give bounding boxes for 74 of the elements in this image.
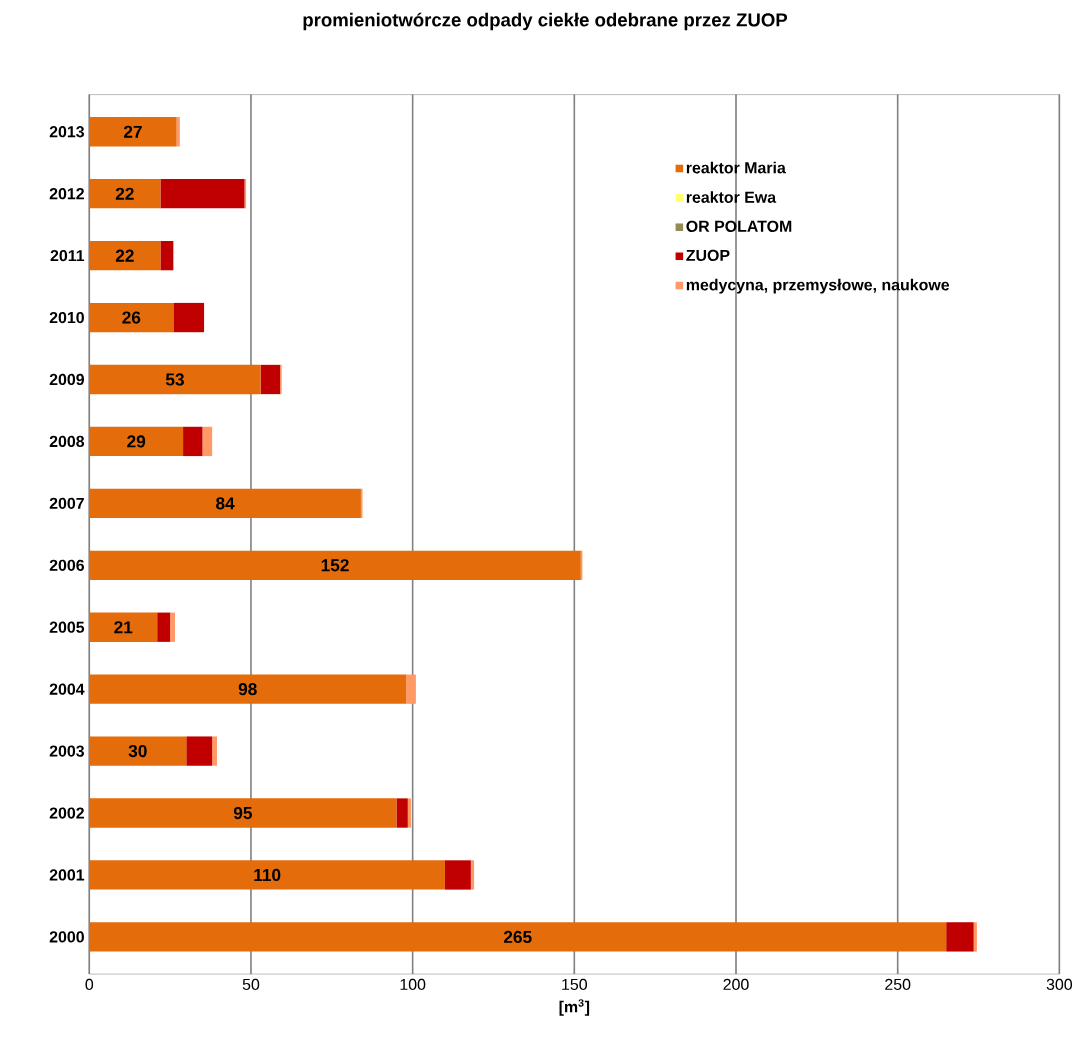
bar <box>160 241 174 271</box>
data-label: 84 <box>216 497 235 510</box>
y-tick-label: 2012 <box>49 188 84 200</box>
bar <box>170 612 175 643</box>
bar <box>212 736 218 766</box>
x-tick-label: 50 <box>242 978 260 991</box>
y-tick-label: 2009 <box>49 374 84 386</box>
y-tick-label: 2013 <box>49 126 85 138</box>
y-tick-label: 2001 <box>49 869 85 881</box>
bar <box>173 303 205 333</box>
y-tick-label: 2007 <box>49 497 84 510</box>
legend-label: reaktor Ewa <box>686 191 777 204</box>
bar <box>202 426 213 457</box>
bar <box>973 922 977 952</box>
data-label: 22 <box>115 249 134 262</box>
data-label: 265 <box>503 930 532 944</box>
bar <box>89 488 361 519</box>
bar <box>89 674 407 704</box>
x-tick-label: 100 <box>400 978 426 991</box>
y-tick-label: 2003 <box>49 745 85 757</box>
bar <box>946 922 974 952</box>
bar <box>406 674 416 704</box>
bar <box>89 364 261 395</box>
bar <box>407 798 412 828</box>
bar <box>444 860 471 890</box>
y-tick-label: 2010 <box>49 312 84 324</box>
y-tick-label: 2011 <box>50 250 85 262</box>
bar <box>89 550 581 581</box>
x-tick-label: 0 <box>85 978 94 991</box>
data-label: 95 <box>233 807 252 820</box>
data-label: 152 <box>321 559 349 572</box>
data-label: 26 <box>122 311 141 324</box>
legend-label: OR POLATOM <box>686 220 792 233</box>
y-tick-label: 2008 <box>49 435 85 448</box>
bar <box>89 922 947 952</box>
bar <box>89 241 161 271</box>
legend-label: medycyna, przemysłowe, naukowe <box>686 278 950 294</box>
data-label: 53 <box>165 373 184 386</box>
bar <box>396 798 408 828</box>
bar <box>186 736 213 766</box>
bar <box>160 179 245 209</box>
bar <box>89 426 184 457</box>
x-tick-label: 250 <box>885 978 911 991</box>
data-label: 30 <box>128 745 147 758</box>
y-tick-label: 2004 <box>49 683 85 695</box>
bar <box>89 179 161 209</box>
y-tick-label: 2005 <box>49 621 85 634</box>
data-label: 27 <box>123 125 142 138</box>
bar <box>470 860 475 890</box>
x-tick-label: 150 <box>562 978 587 991</box>
legend-label: reaktor Maria <box>686 161 786 174</box>
x-tick-label: 300 <box>1046 978 1073 991</box>
data-label: 110 <box>254 869 281 882</box>
bar <box>260 364 281 395</box>
data-label: 98 <box>238 683 257 696</box>
bar <box>176 117 180 147</box>
data-label: 21 <box>114 621 133 634</box>
bar <box>183 426 203 457</box>
y-tick-label: 2006 <box>49 559 85 572</box>
bar <box>89 860 445 890</box>
bar <box>89 303 174 333</box>
y-tick-label: 2002 <box>49 807 84 819</box>
data-label: 29 <box>127 435 146 448</box>
bar <box>89 736 187 766</box>
bar <box>89 798 397 828</box>
bar <box>89 612 158 643</box>
legend-label: ZUOP <box>686 249 730 262</box>
y-tick-label: 2000 <box>49 931 84 943</box>
x-axis-title: [m$^{3}$] <box>559 999 590 1016</box>
bar <box>89 117 177 147</box>
bar <box>157 612 171 643</box>
data-label: 22 <box>115 187 134 200</box>
x-tick-label: 200 <box>723 978 749 991</box>
chart-title: promieniotwórcze odpady ciekłe odebrane przez ZUOP <box>303 12 788 31</box>
